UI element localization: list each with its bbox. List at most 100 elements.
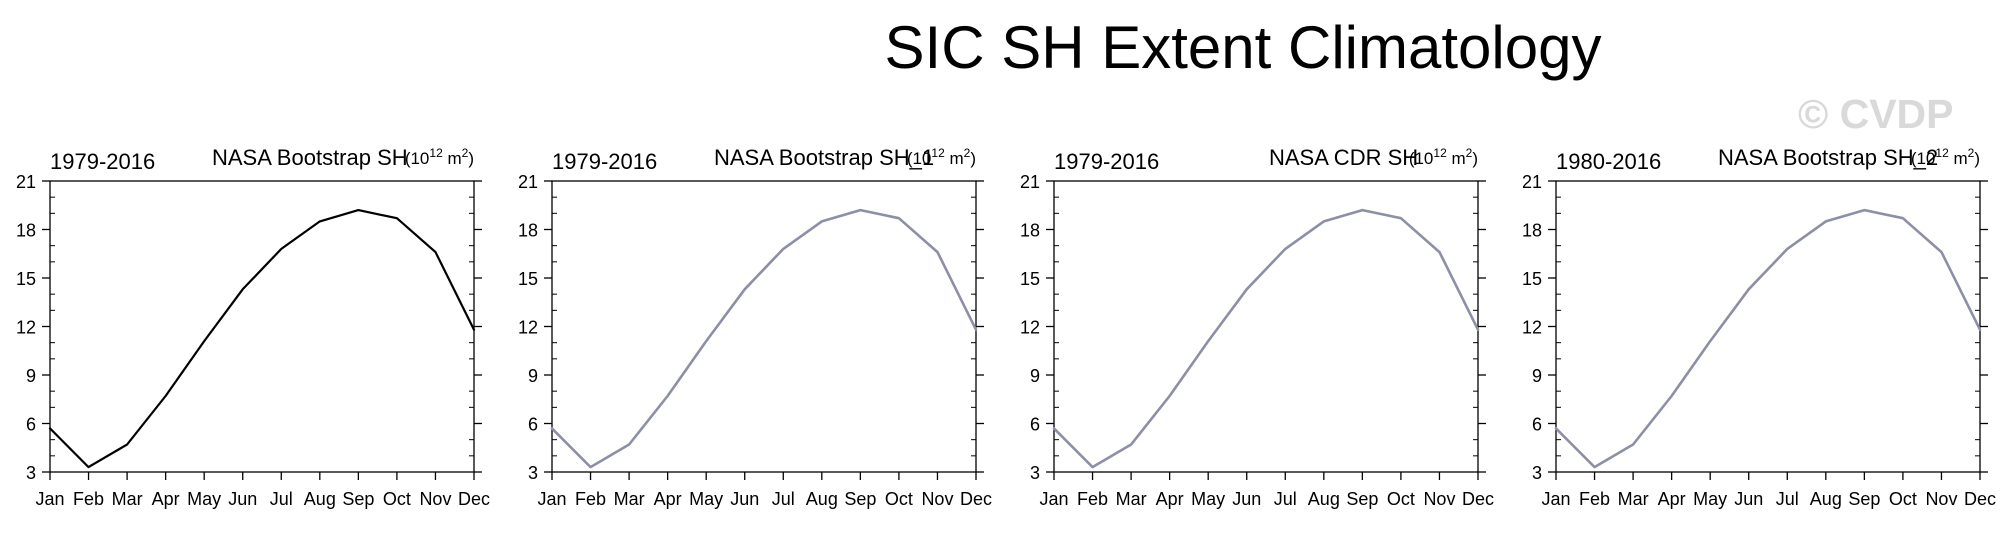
x-tick-label: Jun <box>730 489 759 509</box>
y-tick-label: 12 <box>518 318 538 338</box>
y-tick-label: 18 <box>1522 221 1542 241</box>
y-tick-label: 18 <box>16 221 36 241</box>
x-tick-label: Aug <box>304 489 336 509</box>
x-tick-label: Mar <box>1618 489 1649 509</box>
chart-title: NASA Bootstrap SH <box>212 145 408 170</box>
x-tick-label: Dec <box>1964 489 1996 509</box>
x-tick-label: Feb <box>1579 489 1610 509</box>
x-tick-label: Oct <box>383 489 411 509</box>
y-tick-label: 12 <box>1020 318 1040 338</box>
x-tick-label: Jan <box>1039 489 1068 509</box>
x-tick-label: Jan <box>1541 489 1570 509</box>
chart-panel-2: 1979-2016 NASA Bootstrap SH_1(1012 m2) 3 6 9… <box>518 145 992 509</box>
y-tick-label: 6 <box>1030 415 1040 435</box>
x-tick-label: Apr <box>654 489 682 509</box>
x-tick-label: Aug <box>1308 489 1340 509</box>
y-tick-label: 9 <box>1030 366 1040 386</box>
x-tick-label: May <box>1693 489 1727 509</box>
x-tick-label: May <box>689 489 723 509</box>
x-tick-label: Jan <box>537 489 566 509</box>
y-tick-label: 9 <box>528 366 538 386</box>
x-tick-label: Jul <box>1776 489 1799 509</box>
chart-period-label: 1979-2016 <box>552 149 657 174</box>
chart-units-label: (1012 m2) <box>405 146 474 168</box>
chart-panel-1: 1979-2016 NASA Bootstrap SH(1012 m2) 3 6 9 12… <box>16 145 490 509</box>
chart-title: NASA CDR SH <box>1269 145 1418 170</box>
y-tick-label: 15 <box>518 269 538 289</box>
page-title: SIC SH Extent Climatology <box>884 14 1602 81</box>
y-tick-label: 9 <box>26 366 36 386</box>
x-tick-label: Nov <box>1925 489 1957 509</box>
x-tick-label: Mar <box>1116 489 1147 509</box>
x-tick-label: Nov <box>419 489 451 509</box>
x-tick-label: Apr <box>152 489 180 509</box>
chart-frame <box>1555 180 1981 473</box>
x-tick-label: Jul <box>772 489 795 509</box>
x-tick-label: Mar <box>614 489 645 509</box>
y-tick-label: 6 <box>1532 415 1542 435</box>
chart-units-label: (1012 m2) <box>907 146 976 168</box>
y-tick-label: 12 <box>1522 318 1542 338</box>
x-tick-label: Jun <box>228 489 257 509</box>
x-tick-label: Jul <box>1274 489 1297 509</box>
x-tick-label: Apr <box>1658 489 1686 509</box>
x-tick-label: Jan <box>35 489 64 509</box>
y-tick-label: 21 <box>518 172 538 192</box>
chart-period-label: 1979-2016 <box>1054 149 1159 174</box>
x-tick-label: Aug <box>806 489 838 509</box>
chart-units-label: (1012 m2) <box>1409 146 1478 168</box>
chart-frame <box>1053 180 1479 473</box>
y-tick-label: 21 <box>1522 172 1542 192</box>
x-tick-label: Mar <box>112 489 143 509</box>
x-tick-label: Aug <box>1810 489 1842 509</box>
y-tick-label: 15 <box>1020 269 1040 289</box>
y-tick-label: 3 <box>1532 463 1542 483</box>
x-tick-label: Sep <box>1848 489 1880 509</box>
y-tick-label: 21 <box>1020 172 1040 192</box>
series-line <box>48 209 476 469</box>
chart-period-label: 1979-2016 <box>50 149 155 174</box>
x-tick-label: Oct <box>1387 489 1415 509</box>
x-tick-label: May <box>187 489 221 509</box>
chart-panel-4: 1980-2016 NASA Bootstrap SH_2(1012 m2) 3 6 9… <box>1522 145 1996 509</box>
y-tick-label: 12 <box>16 318 36 338</box>
series-line <box>550 208 978 469</box>
y-tick-label: 9 <box>1532 366 1542 386</box>
x-tick-label: Apr <box>1156 489 1184 509</box>
cvdp-watermark: © CVDP <box>1798 91 1954 137</box>
chart-panel-3: 1979-2016 NASA CDR SH(1012 m2) 3 6 9 12 15 18 21… <box>1020 145 1494 509</box>
x-tick-label: Sep <box>1346 489 1378 509</box>
chart-units-label: (1012 m2) <box>1911 146 1980 168</box>
y-tick-label: 6 <box>26 415 36 435</box>
y-tick-label: 3 <box>1030 463 1040 483</box>
x-tick-label: Nov <box>921 489 953 509</box>
x-tick-label: Dec <box>1462 489 1494 509</box>
x-tick-label: Feb <box>1077 489 1108 509</box>
y-tick-label: 18 <box>518 221 538 241</box>
chart-frame <box>49 180 475 473</box>
chart-period-label: 1980-2016 <box>1556 149 1661 174</box>
y-tick-label: 21 <box>16 172 36 192</box>
x-tick-label: Oct <box>1889 489 1917 509</box>
x-tick-label: Sep <box>342 489 374 509</box>
y-tick-label: 15 <box>16 269 36 289</box>
x-tick-label: Oct <box>885 489 913 509</box>
x-tick-label: Feb <box>73 489 104 509</box>
y-tick-label: 3 <box>528 463 538 483</box>
x-tick-label: Jun <box>1734 489 1763 509</box>
y-tick-label: 3 <box>26 463 36 483</box>
x-tick-label: Feb <box>575 489 606 509</box>
x-tick-label: Jul <box>270 489 293 509</box>
x-tick-label: May <box>1191 489 1225 509</box>
series-line <box>1052 208 1480 469</box>
series-line <box>1554 208 1982 469</box>
chart-title: NASA Bootstrap SH_2 <box>1718 145 1938 170</box>
y-tick-label: 15 <box>1522 269 1542 289</box>
y-tick-label: 18 <box>1020 221 1040 241</box>
chart-title: NASA Bootstrap SH_1 <box>714 145 934 170</box>
x-tick-label: Sep <box>844 489 876 509</box>
x-tick-label: Jun <box>1232 489 1261 509</box>
chart-frame <box>551 180 977 473</box>
x-tick-label: Dec <box>458 489 490 509</box>
